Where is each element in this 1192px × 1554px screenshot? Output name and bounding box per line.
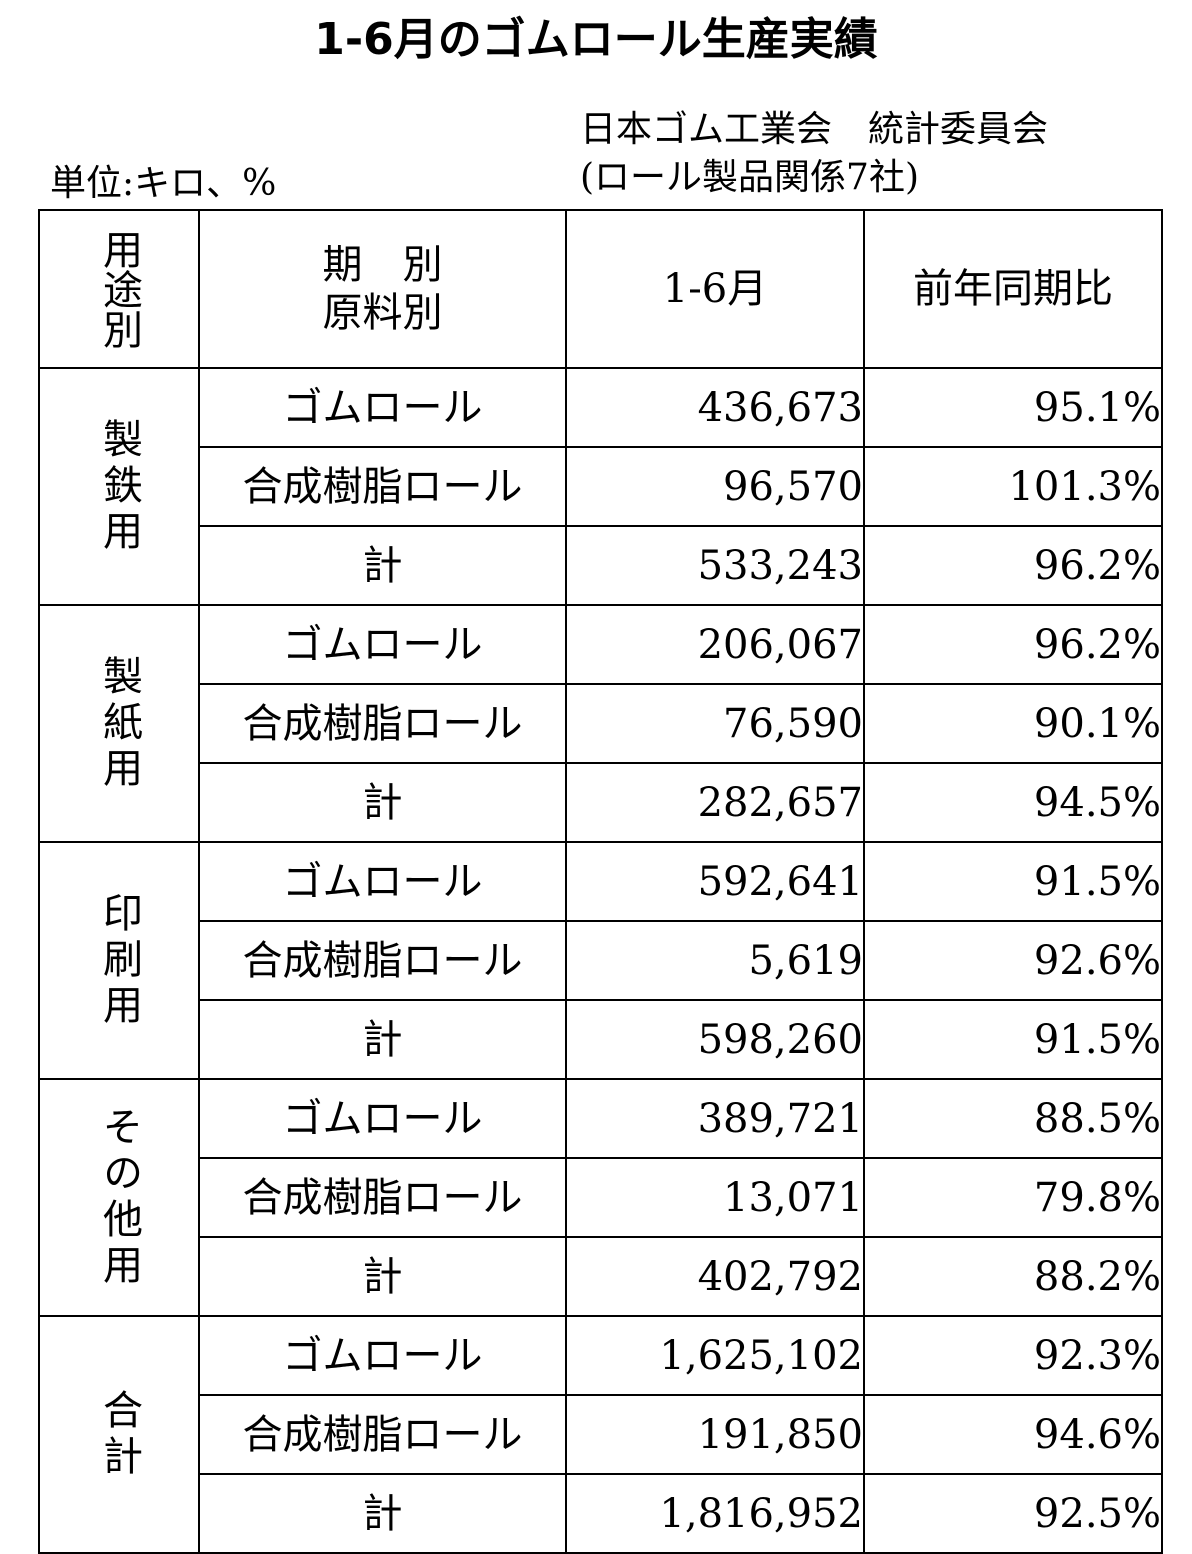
use-label: 製紙用 <box>96 654 142 793</box>
header-value: 1-6月 <box>565 209 865 369</box>
ratio-cell: 96.2% <box>863 604 1163 685</box>
ratio-cell: 101.3% <box>863 446 1163 527</box>
ratio-cell: 91.5% <box>863 841 1163 922</box>
table-header-row: 用途別 期 別 原料別 1-6月 前年同期比 <box>38 209 1163 369</box>
table-row: 合成樹脂ロール 191,850 94.6% <box>39 1394 1163 1475</box>
value-cell: 76,590 <box>565 683 865 764</box>
table-row: 合成樹脂ロール 76,590 90.1% <box>39 683 1163 764</box>
ratio-cell: 88.2% <box>863 1236 1163 1317</box>
source-line-1: 日本ゴム工業会 統計委員会 <box>580 109 1049 150</box>
material-cell: 計 <box>198 525 567 606</box>
table-row: 合成樹脂ロール 13,071 79.8% <box>39 1157 1163 1238</box>
ratio-cell: 79.8% <box>863 1157 1163 1238</box>
table-row: その他用 ゴムロール 389,721 88.5% <box>38 1078 1163 1317</box>
table-row: 合計 ゴムロール 1,625,102 92.3% <box>38 1315 1163 1554</box>
table-row: 計 282,657 94.5% <box>39 762 1163 843</box>
value-cell: 402,792 <box>565 1236 865 1317</box>
value-cell: 206,067 <box>565 604 865 685</box>
value-cell: 282,657 <box>565 762 865 843</box>
value-cell: 5,619 <box>565 920 865 1001</box>
ratio-cell: 92.3% <box>863 1315 1163 1396</box>
header-period: 期 別 <box>322 242 443 288</box>
material-cell: 合成樹脂ロール <box>198 920 567 1001</box>
material-cell: ゴムロール <box>198 604 567 685</box>
value-cell: 96,570 <box>565 446 865 527</box>
use-cell: 製鉄用 <box>38 367 200 606</box>
material-cell: 合成樹脂ロール <box>198 683 567 764</box>
use-cell: 印刷用 <box>38 841 200 1080</box>
value-cell: 191,850 <box>565 1394 865 1475</box>
table-row: 計 533,243 96.2% <box>39 525 1163 606</box>
material-cell: ゴムロール <box>198 367 567 448</box>
table-row: 計 598,260 91.5% <box>39 999 1163 1080</box>
header-material: 原料別 <box>322 290 443 336</box>
material-cell: ゴムロール <box>198 1078 567 1159</box>
ratio-cell: 90.1% <box>863 683 1163 764</box>
material-cell: ゴムロール <box>198 1315 567 1396</box>
header-ratio: 前年同期比 <box>863 209 1163 369</box>
ratio-cell: 92.5% <box>863 1473 1163 1554</box>
value-cell: 592,641 <box>565 841 865 922</box>
value-cell: 598,260 <box>565 999 865 1080</box>
material-cell: 計 <box>198 1473 567 1554</box>
header-use-label: 用途別 <box>96 229 142 349</box>
material-cell: 計 <box>198 762 567 843</box>
use-label: 製鉄用 <box>96 417 142 556</box>
ratio-cell: 94.5% <box>863 762 1163 843</box>
use-cell: その他用 <box>38 1078 200 1317</box>
table-row: 印刷用 ゴムロール 592,641 91.5% <box>38 841 1163 1080</box>
unit-label: 単位:キロ、% <box>50 163 277 204</box>
ratio-cell: 96.2% <box>863 525 1163 606</box>
material-cell: 計 <box>198 999 567 1080</box>
value-cell: 533,243 <box>565 525 865 606</box>
value-cell: 13,071 <box>565 1157 865 1238</box>
production-table: 用途別 期 別 原料別 1-6月 前年同期比 製鉄用 ゴムロール 436,673 95… <box>38 209 1163 1554</box>
header-period-material: 期 別 原料別 <box>198 209 567 369</box>
table-row: 合成樹脂ロール 96,570 101.3% <box>39 446 1163 527</box>
table-row: 製紙用 ゴムロール 206,067 96.2% <box>38 604 1163 843</box>
ratio-cell: 91.5% <box>863 999 1163 1080</box>
table-row: 計 402,792 88.2% <box>39 1236 1163 1317</box>
table-row: 合成樹脂ロール 5,619 92.6% <box>39 920 1163 1001</box>
value-cell: 1,816,952 <box>565 1473 865 1554</box>
value-cell: 436,673 <box>565 367 865 448</box>
page-title: 1-6月のゴムロール生産実績 <box>314 14 878 65</box>
ratio-cell: 94.6% <box>863 1394 1163 1475</box>
table-row: 計 1,816,952 92.5% <box>39 1473 1163 1554</box>
source-line-2: (ロール製品関係7社) <box>580 157 919 198</box>
use-label: 合計 <box>96 1388 142 1481</box>
material-cell: 合成樹脂ロール <box>198 446 567 527</box>
value-cell: 1,625,102 <box>565 1315 865 1396</box>
use-cell: 製紙用 <box>38 604 200 843</box>
material-cell: 合成樹脂ロール <box>198 1157 567 1238</box>
header-use: 用途別 <box>38 209 200 369</box>
use-cell: 合計 <box>38 1315 200 1554</box>
ratio-cell: 95.1% <box>863 367 1163 448</box>
table-row: 製鉄用 ゴムロール 436,673 95.1% <box>38 367 1163 606</box>
material-cell: ゴムロール <box>198 841 567 922</box>
use-label: その他用 <box>96 1105 142 1290</box>
value-cell: 389,721 <box>565 1078 865 1159</box>
use-label: 印刷用 <box>96 891 142 1030</box>
material-cell: 合成樹脂ロール <box>198 1394 567 1475</box>
ratio-cell: 92.6% <box>863 920 1163 1001</box>
material-cell: 計 <box>198 1236 567 1317</box>
ratio-cell: 88.5% <box>863 1078 1163 1159</box>
